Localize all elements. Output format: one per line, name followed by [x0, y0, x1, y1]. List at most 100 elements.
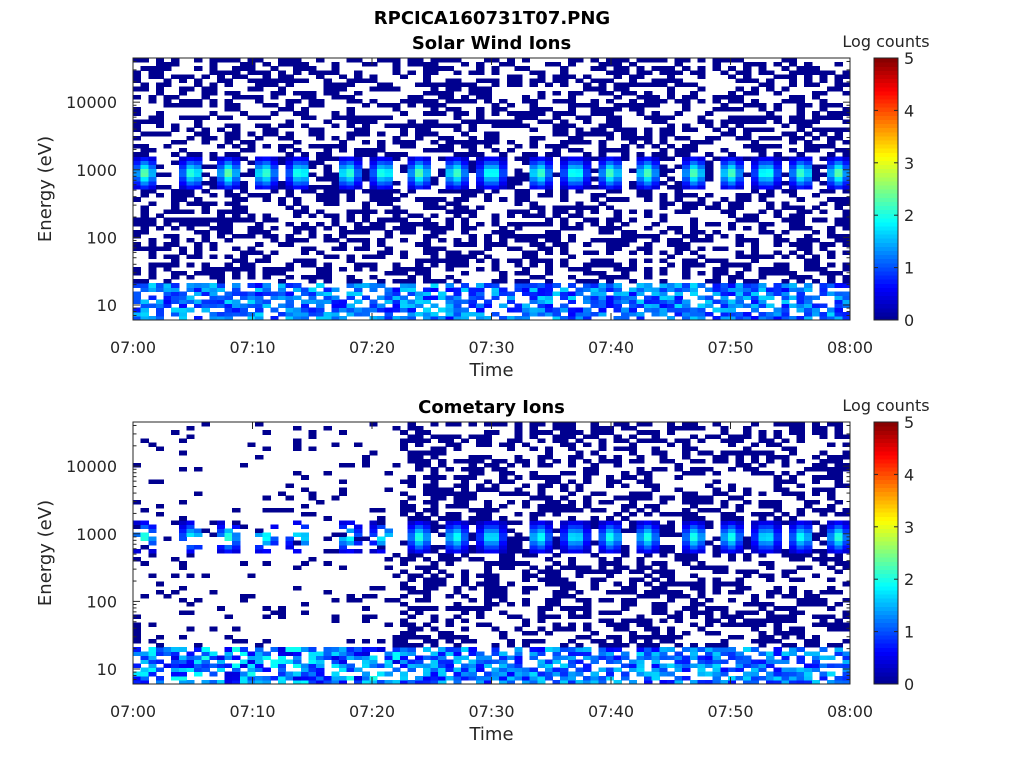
heatmap-cell — [567, 663, 577, 669]
heatmap-cell — [377, 671, 386, 677]
heatmap-cell — [788, 283, 798, 288]
heatmap-cell — [483, 242, 493, 247]
heatmap-cell — [369, 148, 378, 153]
heatmap-cell — [483, 58, 493, 63]
heatmap-cell — [697, 311, 706, 317]
heatmap-cell — [438, 651, 447, 656]
heatmap-cell — [331, 189, 340, 194]
heatmap-cell — [460, 479, 470, 484]
heatmap-cell — [613, 647, 622, 652]
heatmap-cell — [422, 197, 432, 202]
heatmap-cell — [438, 577, 447, 583]
heatmap-cell — [613, 291, 622, 296]
heatmap-cell — [361, 242, 371, 247]
heatmap-cell — [514, 283, 523, 288]
heatmap-cell — [415, 679, 424, 685]
heatmap-cell — [270, 127, 279, 133]
heatmap-cell — [415, 458, 424, 464]
heatmap-cell — [506, 78, 515, 84]
heatmap-cell — [666, 168, 676, 174]
heatmap-cell — [781, 189, 790, 194]
heatmap-cell — [499, 238, 508, 243]
heatmap-cell — [750, 98, 760, 104]
heatmap-cell — [346, 536, 355, 542]
heatmap-cell — [323, 238, 332, 243]
heatmap-cell — [613, 667, 622, 673]
heatmap-cell — [522, 569, 531, 574]
heatmap-cell — [270, 184, 279, 190]
colorbar-swatch — [874, 90, 898, 96]
heatmap-cell — [392, 679, 401, 685]
heatmap-cell — [529, 274, 538, 280]
heatmap-cell — [552, 540, 561, 546]
colorbar-swatch — [874, 307, 898, 313]
heatmap-cell — [415, 164, 424, 170]
heatmap-cell — [682, 262, 691, 268]
heatmap-cell — [422, 598, 432, 603]
heatmap-cell — [422, 491, 432, 497]
heatmap-cell — [422, 540, 432, 546]
heatmap-cell — [209, 152, 218, 157]
heatmap-cell — [735, 70, 744, 75]
heatmap-cell — [377, 221, 386, 227]
heatmap-cell — [651, 295, 660, 301]
heatmap-cell — [338, 299, 348, 305]
heatmap-cell — [316, 303, 325, 309]
heatmap-cell — [544, 598, 554, 603]
heatmap-cell — [201, 573, 210, 579]
heatmap-cell — [537, 483, 546, 488]
heatmap-cell — [766, 266, 775, 272]
heatmap-cell — [605, 148, 615, 153]
heatmap-cell — [842, 90, 851, 96]
heatmap-cell — [453, 475, 462, 480]
heatmap-cell — [575, 671, 584, 677]
heatmap-cell — [445, 217, 454, 223]
heatmap-cell — [178, 647, 187, 652]
heatmap-cell — [590, 311, 599, 317]
heatmap-cell — [140, 189, 149, 194]
heatmap-cell — [430, 131, 439, 137]
heatmap-cell — [613, 557, 622, 562]
heatmap-cell — [354, 283, 363, 288]
heatmap-cell — [544, 303, 554, 309]
heatmap-cell — [529, 667, 538, 673]
heatmap-cell — [354, 536, 363, 542]
heatmap-cell — [407, 544, 416, 550]
heatmap-cell — [438, 315, 447, 321]
heatmap-cell — [277, 266, 287, 272]
heatmap-cell — [720, 176, 729, 182]
heatmap-cell — [529, 430, 538, 435]
heatmap-cell — [277, 667, 287, 673]
heatmap-cell — [537, 74, 546, 79]
heatmap-cell — [499, 667, 508, 673]
heatmap-cell — [788, 131, 798, 137]
heatmap-cell — [293, 160, 302, 165]
heatmap-cell — [300, 512, 310, 517]
heatmap-cell — [468, 143, 477, 149]
colorbar-swatch — [874, 254, 898, 260]
heatmap-cell — [285, 291, 294, 296]
heatmap-cell — [392, 295, 401, 301]
heatmap-cell — [621, 152, 630, 157]
heatmap-cell — [727, 164, 737, 170]
heatmap-cell — [445, 266, 454, 272]
heatmap-cell — [522, 238, 531, 243]
heatmap-cell — [460, 540, 470, 546]
heatmap-cell — [453, 540, 462, 546]
heatmap-cell — [628, 659, 638, 665]
heatmap-cell — [316, 667, 325, 673]
heatmap-cell — [323, 213, 332, 219]
heatmap-cell — [255, 164, 264, 170]
heatmap-cell — [384, 295, 393, 301]
heatmap-cell — [338, 679, 348, 685]
heatmap-cell — [422, 671, 432, 677]
heatmap-cell — [522, 553, 531, 558]
heatmap-cell — [583, 647, 592, 652]
heatmap-cell — [567, 434, 577, 439]
heatmap-cell — [399, 602, 409, 607]
heatmap-cell — [460, 520, 470, 525]
heatmap-cell — [598, 111, 607, 116]
heatmap-cell — [491, 544, 500, 550]
heatmap-cell — [804, 172, 813, 178]
heatmap-cell — [453, 184, 462, 190]
